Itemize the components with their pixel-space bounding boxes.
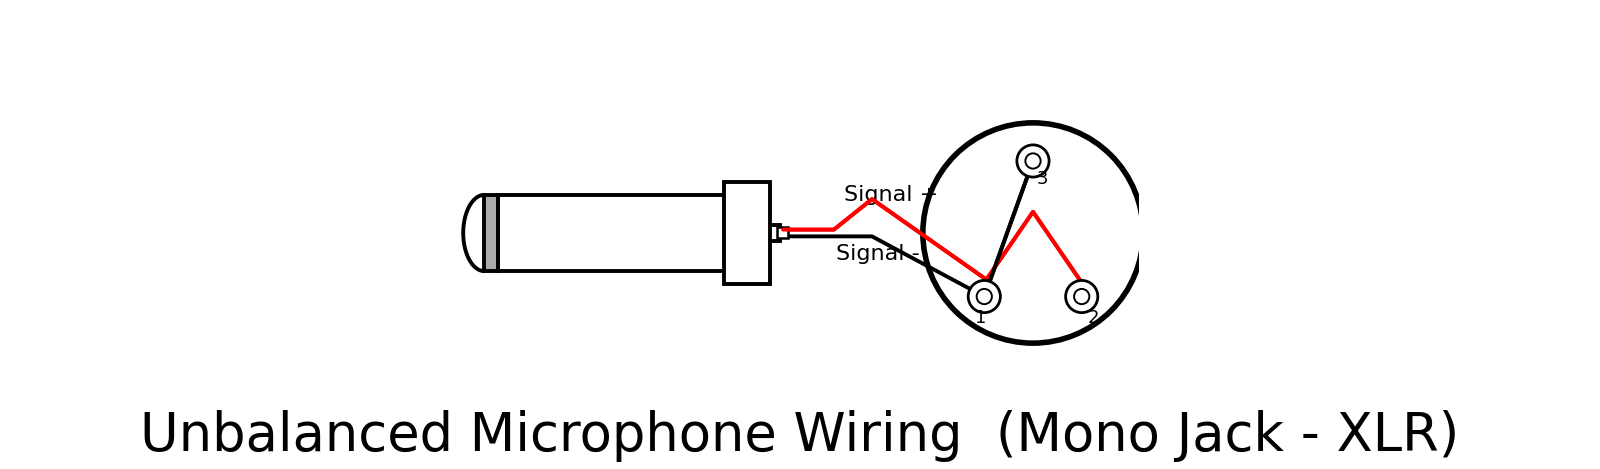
Bar: [485, 195, 498, 271]
Text: Signal -: Signal -: [837, 243, 920, 264]
Circle shape: [1066, 280, 1098, 313]
Bar: [485, 195, 498, 271]
Circle shape: [923, 123, 1142, 343]
Text: 3: 3: [1037, 170, 1048, 188]
Circle shape: [1018, 145, 1050, 177]
Bar: [723, 182, 770, 284]
Bar: [776, 227, 787, 239]
Text: Unbalanced Microphone Wiring  (Mono Jack - XLR): Unbalanced Microphone Wiring (Mono Jack …: [141, 410, 1459, 462]
Text: 2: 2: [1088, 309, 1099, 327]
Circle shape: [968, 280, 1000, 313]
Text: 1: 1: [974, 309, 987, 327]
Text: Signal +: Signal +: [845, 185, 939, 205]
